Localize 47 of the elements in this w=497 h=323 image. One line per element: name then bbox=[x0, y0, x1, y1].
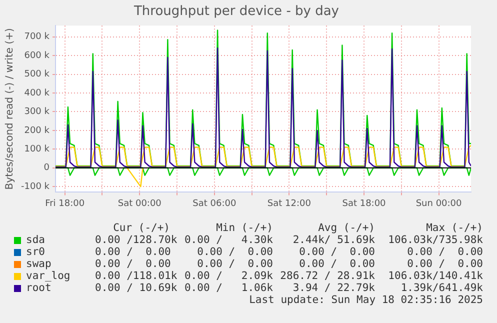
legend-label: sda bbox=[26, 234, 45, 246]
text: 0.00 / 0.00 bbox=[406, 246, 483, 258]
text: 0.00 / 2.09k bbox=[184, 270, 273, 282]
legend-label: var_log bbox=[26, 270, 70, 282]
legend-label: root bbox=[26, 282, 52, 294]
legend-label: swap bbox=[26, 258, 52, 270]
y-tick-label: 500 k bbox=[24, 70, 50, 80]
y-tick-label: 100 k bbox=[24, 144, 50, 154]
y-tick-label: 700 k bbox=[24, 32, 50, 42]
x-tick-label: Sat 00:00 bbox=[118, 198, 162, 209]
text: Max (-/+) bbox=[425, 222, 483, 234]
x-tick-label: Sat 06:00 bbox=[192, 198, 236, 209]
text: Cur (-/+) bbox=[112, 222, 170, 234]
text: 3.94 / 22.79k bbox=[292, 282, 375, 294]
legend-label: sr0 bbox=[26, 246, 45, 258]
text: 2.44k/ 51.69k bbox=[292, 234, 375, 246]
text: 106.03k/735.98k bbox=[387, 234, 483, 246]
text: 0.00 / 0.00 bbox=[196, 246, 273, 258]
text: 0.00 / 0.00 bbox=[95, 258, 171, 270]
y-tick-label: 300 k bbox=[24, 107, 50, 118]
text: 0.00 / 10.69k bbox=[95, 282, 178, 294]
y-tick-label: -100 k bbox=[21, 182, 50, 192]
text: 0.00 / 0.00 bbox=[406, 258, 483, 270]
text: Min (-/+) bbox=[215, 222, 273, 234]
text: 0.00 /118.01k bbox=[95, 270, 178, 282]
text: 286.72 / 28.91k bbox=[279, 270, 375, 282]
text: 1.39k/641.49k bbox=[400, 282, 483, 294]
chart-title: Throughput per device - by day bbox=[132, 4, 340, 20]
text: Last update: Sun May 18 02:35:16 2025 bbox=[248, 294, 483, 306]
x-tick-label: Sat 18:00 bbox=[342, 198, 386, 209]
x-tick-label: Sun 00:00 bbox=[416, 198, 462, 209]
y-tick-label: 200 k bbox=[24, 126, 50, 136]
text: 0.00 / 4.30k bbox=[184, 234, 273, 246]
y-tick-label: 0 bbox=[44, 163, 50, 174]
x-tick-label: Sat 12:00 bbox=[267, 198, 312, 209]
y-tick-label: 600 k bbox=[24, 50, 50, 61]
text: 106.03k/140.41k bbox=[387, 270, 483, 282]
text: 0.00 / 1.06k bbox=[184, 282, 273, 294]
text: Avg (-/+) bbox=[317, 222, 375, 234]
y-tick-label: 400 k bbox=[24, 88, 50, 98]
x-tick-label: Fri 18:00 bbox=[45, 198, 85, 209]
text: 0.00 / 0.00 bbox=[298, 246, 375, 258]
text: 0.00 / 0.00 bbox=[95, 246, 171, 258]
text: 0.00 / 0.00 bbox=[298, 258, 375, 270]
text: 0.00 /128.70k bbox=[95, 234, 178, 246]
y-axis-title: Bytes/second read (-) / write (+) bbox=[4, 28, 16, 190]
text: 0.00 / 0.00 bbox=[196, 258, 273, 270]
